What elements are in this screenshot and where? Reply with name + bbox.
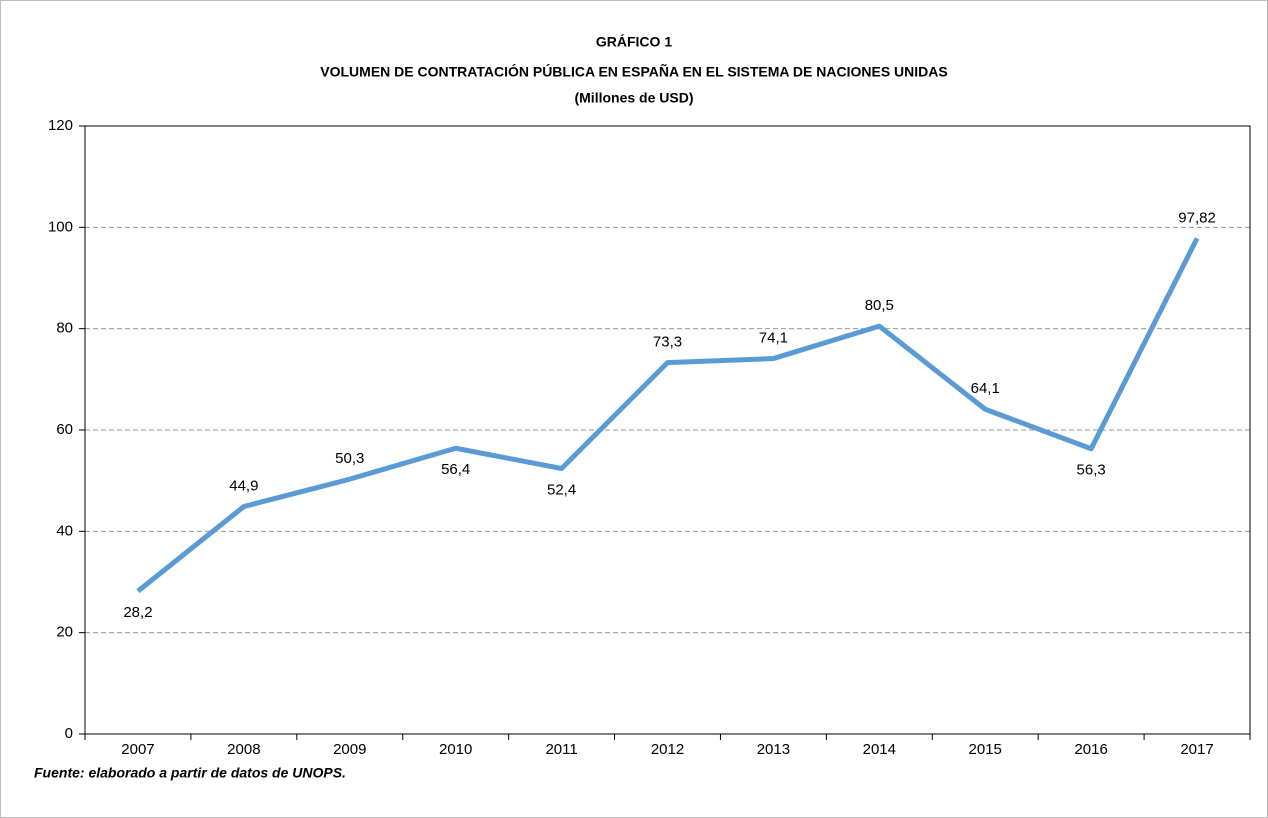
data-label: 28,2 [123, 604, 152, 621]
y-tick-label: 0 [65, 725, 73, 742]
source-note: Fuente: elaborado a partir de datos de U… [34, 765, 346, 781]
x-tick-label: 2010 [439, 741, 472, 758]
y-tick-label: 100 [48, 218, 73, 235]
data-line [136, 237, 1200, 594]
data-label: 56,3 [1077, 462, 1106, 479]
x-tick-label: 2008 [227, 741, 260, 758]
y-tick-label: 120 [48, 117, 73, 134]
x-tick-label: 2016 [1074, 741, 1107, 758]
x-tick-label: 2011 [545, 741, 577, 758]
y-tick-label: 60 [56, 421, 73, 438]
data-label: 80,5 [865, 297, 894, 314]
data-label: 44,9 [229, 477, 258, 494]
x-tick-label: 2014 [863, 741, 896, 758]
x-tick-label: 2015 [969, 741, 1002, 758]
x-tick-label: 2013 [757, 741, 790, 758]
data-label: 52,4 [547, 481, 576, 498]
x-tick-label: 2012 [651, 741, 684, 758]
x-tick-label: 2009 [333, 741, 366, 758]
data-label: 74,1 [759, 330, 788, 347]
unit-label: (Millones de USD) [574, 90, 693, 106]
chart-subtitle: VOLUMEN DE CONTRATACIÓN PÚBLICA EN ESPAÑ… [320, 63, 947, 80]
data-label: 64,1 [971, 380, 1000, 397]
x-tick-label: 2007 [121, 741, 154, 758]
y-tick-label: 40 [56, 522, 73, 539]
chart-title: GRÁFICO 1 [596, 34, 672, 50]
data-label: 50,3 [335, 450, 364, 467]
y-tick-label: 80 [56, 320, 73, 337]
data-label: 73,3 [653, 334, 682, 351]
x-tick-label: 2017 [1180, 741, 1213, 758]
y-tick-label: 20 [56, 624, 73, 641]
data-label: 56,4 [441, 461, 470, 478]
plot-border [84, 125, 1251, 735]
data-label: 97,82 [1178, 209, 1216, 226]
